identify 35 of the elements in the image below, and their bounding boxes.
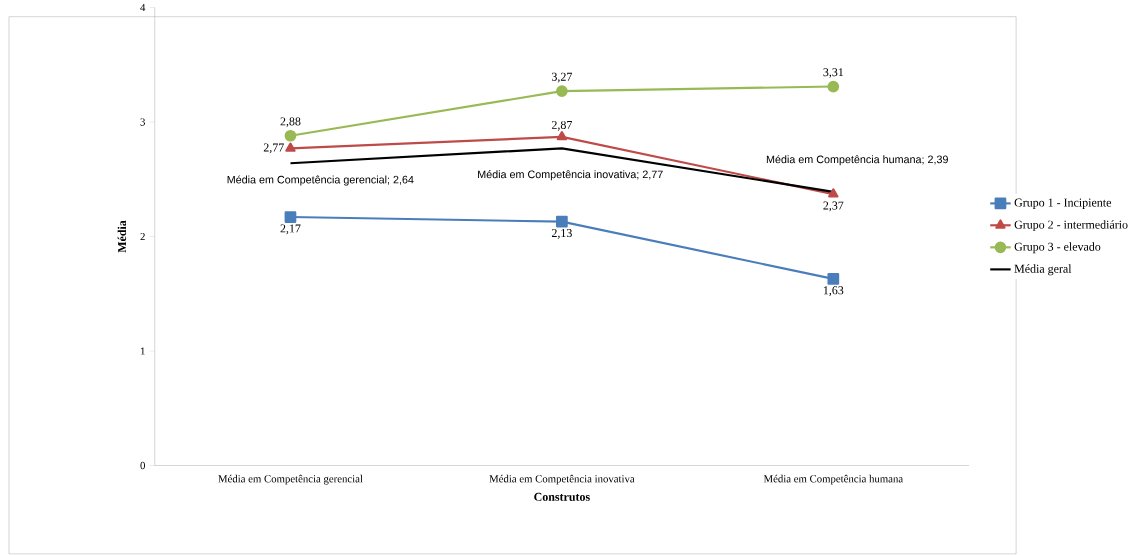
- point: [285, 142, 296, 152]
- x-tick-label: Média em Competência humana: [763, 474, 903, 485]
- point: [284, 129, 297, 142]
- point: [556, 85, 568, 98]
- data-label: 2,88: [280, 117, 301, 128]
- data-label: Média em Competência humana; 2,39: [766, 155, 948, 166]
- x-tick-label: Média em Competência gerencial: [218, 474, 363, 485]
- y-tick-label: 1: [140, 347, 145, 355]
- data-label: 2,77: [263, 143, 284, 154]
- data-label: 3,31: [823, 68, 844, 78]
- point: [827, 80, 840, 93]
- y-tick-label: 3: [140, 118, 145, 126]
- data-label: 2,17: [280, 224, 301, 235]
- legend-label: Grupo 1 - Incipiente: [1014, 198, 1111, 210]
- x-axis-title: Construtos: [534, 492, 590, 501]
- y-tick-label: 4: [140, 4, 146, 12]
- y-tick-label: 2: [140, 233, 145, 241]
- x-tick-label: Média em Competência inovativa: [489, 474, 635, 485]
- point: [556, 131, 568, 141]
- legend-label: Média geral: [1014, 264, 1072, 276]
- legend-label: Grupo 2 - intermediário: [1014, 220, 1128, 232]
- point: [828, 188, 839, 198]
- data-label: Média em Competência inovativa; 2,77: [478, 170, 663, 181]
- point: [556, 215, 568, 228]
- data-label: 3,27: [552, 72, 573, 83]
- data-label: 2,13: [551, 229, 572, 239]
- data-label: 1,63: [823, 286, 844, 297]
- data-label: 2,87: [551, 120, 573, 131]
- y-tick-label: 0: [140, 461, 145, 470]
- data-label: Média em Competência gerencial; 2,64: [227, 175, 414, 186]
- point: [284, 211, 297, 223]
- data-label: 2,37: [823, 201, 844, 212]
- y-axis-title: Média: [117, 220, 127, 253]
- legend-label: Grupo 3 - elevado: [1014, 242, 1101, 254]
- point: [827, 273, 840, 285]
